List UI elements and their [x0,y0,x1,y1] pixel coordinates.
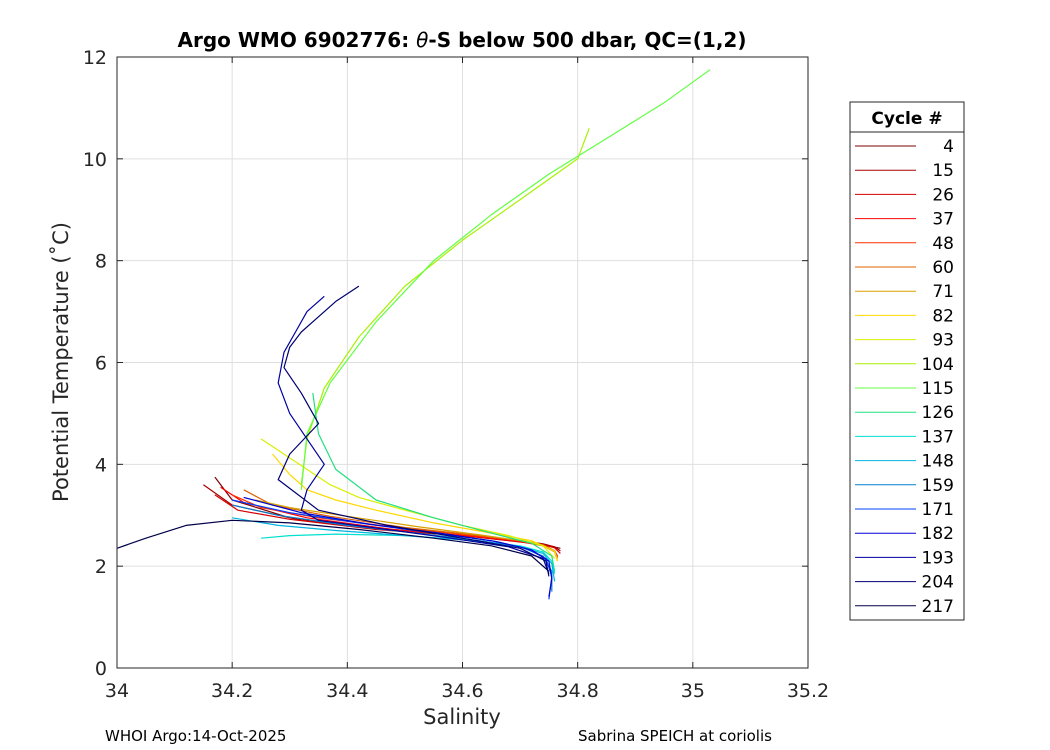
title-prefix: Argo WMO 6902776: [178,28,417,52]
series-line-cycle-126 [312,393,556,572]
series-line-cycle-204 [277,285,550,577]
series-line-cycle-182 [243,496,553,597]
legend: Cycle # 4 15 26 37 48 60 71 82 93 104 115 126 137 148… [849,101,965,621]
legend-label-204: 204 [922,573,954,593]
y-axis-label: Potential Temperature (˚C) [49,222,73,502]
y-tick-label: 0 [95,658,107,680]
legend-label-4: 4 [943,137,954,157]
grid [116,56,809,669]
series-line-cycle-115 [300,69,711,490]
axes-box [116,56,809,669]
y-tick-label: 2 [95,556,107,578]
series-line-cycle-193 [277,295,550,575]
x-tick-label: 34.8 [557,680,599,702]
legend-label-104: 104 [922,355,954,375]
y-tick-label: 4 [95,454,107,476]
x-tick-label: 34.6 [441,680,483,702]
legend-label-137: 137 [922,427,954,447]
legend-label-148: 148 [922,452,954,472]
x-tick-label: 34.2 [211,680,253,702]
x-tick-label: 35 [681,680,705,702]
x-tick-label: 35.2 [787,680,829,702]
legend-label-193: 193 [922,548,954,568]
legend-label-48: 48 [932,234,954,254]
series-line-cycle-217 [116,519,550,572]
legend-label-182: 182 [922,524,954,544]
legend-label-60: 60 [932,258,954,278]
y-tick-labels: 0 2 4 6 8 10 12 [83,47,107,680]
x-tick-labels: 34 34.2 34.4 34.6 34.8 35 35.2 [105,680,829,702]
legend-label-159: 159 [922,476,954,496]
y-tick-label: 12 [83,47,107,69]
legend-title: Cycle # [871,109,942,129]
y-tick-label: 10 [83,149,107,171]
legend-label-37: 37 [932,210,954,230]
legend-label-115: 115 [922,379,954,399]
x-tick-label: 34 [105,680,129,702]
legend-label-126: 126 [922,403,954,423]
legend-label-93: 93 [932,331,954,351]
y-tick-label: 8 [95,251,107,273]
legend-label-217: 217 [922,597,954,617]
y-tick-label: 6 [95,353,107,375]
legend-label-82: 82 [932,306,954,326]
legend-entries: 4 15 26 37 48 60 71 82 93 104 115 126 137 148 159 171 18… [855,137,954,617]
legend-label-15: 15 [932,161,954,181]
x-axis-label: Salinity [423,705,501,729]
legend-label-171: 171 [922,500,954,520]
legend-label-71: 71 [932,282,954,302]
series-line-cycle-71 [255,499,559,562]
title-theta: θ [416,28,428,52]
footer-right: Sabrina SPEICH at coriolis [578,727,772,745]
legend-label-26: 26 [932,185,954,205]
title-suffix: -S below 500 dbar, QC=(1,2) [428,28,746,52]
footer-left: WHOI Argo:14-Oct-2025 [105,727,286,745]
chart-title: Argo WMO 6902776: θ-S below 500 dbar, QC… [178,28,747,52]
x-tick-label: 34.4 [326,680,368,702]
series-layer [116,69,711,600]
series-line-cycle-93 [260,438,556,559]
